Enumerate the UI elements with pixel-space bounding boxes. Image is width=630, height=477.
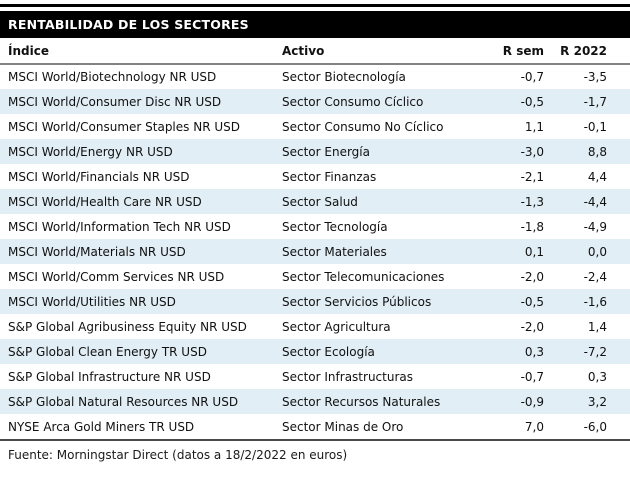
column-header-r-2022: R 2022 [544,38,630,65]
table-row: MSCI World/Energy NR USD Sector Energía … [0,139,630,164]
table-row: MSCI World/Utilities NR USD Sector Servi… [0,289,630,314]
cell-asset: Sector Finanzas [282,169,377,184]
cell-index: MSCI World/Energy NR USD [8,144,173,159]
cell-r-week: -1,8 [520,219,544,234]
cell-r-week: 0,1 [524,244,544,259]
table-row: MSCI World/Health Care NR USD Sector Sal… [0,189,630,214]
cell-r-2022: -6,0 [583,419,607,434]
cell-index: MSCI World/Biotechnology NR USD [8,70,217,84]
top-divider [0,4,630,7]
cell-r-week: -2,0 [520,269,544,284]
table-row: S&P Global Infrastructure NR USD Sector … [0,364,630,389]
cell-r-2022: 3,2 [587,394,607,409]
table-row: S&P Global Natural Resources NR USD Sect… [0,389,630,414]
table-header-row: Índice Activo R sem R 2022 [0,38,630,65]
cell-asset: Sector Agricultura [282,319,391,334]
cell-asset: Sector Telecomunicaciones [282,269,445,284]
cell-asset: Sector Servicios Públicos [282,294,432,309]
table-row: MSCI World/Comm Services NR USD Sector T… [0,264,630,289]
cell-r-2022: 8,8 [587,144,607,159]
cell-r-2022: -4,9 [583,219,607,234]
cell-r-week: 7,0 [524,419,544,434]
source-note: Fuente: Morningstar Direct (datos a 18/2… [8,448,348,462]
table-row: MSCI World/Consumer Disc NR USD Sector C… [0,89,630,114]
cell-asset: Sector Tecnología [282,219,388,234]
cell-r-2022: 0,3 [587,369,607,384]
cell-r-2022: -1,6 [583,294,607,309]
column-header-asset: Activo [282,38,474,65]
cell-index: MSCI World/Consumer Disc NR USD [8,94,222,109]
cell-asset: Sector Minas de Oro [282,419,404,434]
cell-index: S&P Global Agribusiness Equity NR USD [8,319,247,334]
cell-index: NYSE Arca Gold Miners TR USD [8,419,195,434]
sector-returns-table: Índice Activo R sem R 2022 MSCI World/Bi… [0,38,630,439]
cell-r-2022: -2,4 [583,269,607,284]
cell-index: S&P Global Infrastructure NR USD [8,369,211,384]
cell-r-2022: -1,7 [583,94,607,109]
cell-r-2022: 4,4 [587,169,607,184]
column-header-r-week: R sem [474,38,544,65]
table-row: MSCI World/Biotechnology NR USD Sector B… [0,64,630,89]
cell-asset: Sector Consumo Cíclico [282,94,424,109]
cell-r-week: -2,0 [520,319,544,334]
cell-r-2022: 0,0 [587,244,607,259]
cell-index: MSCI World/Consumer Staples NR USD [8,119,240,134]
cell-index: MSCI World/Utilities NR USD [8,294,176,309]
table-row: MSCI World/Financials NR USD Sector Fina… [0,164,630,189]
cell-asset: Sector Salud [282,194,358,209]
cell-r-week: -0,7 [520,369,544,384]
cell-index: MSCI World/Materials NR USD [8,244,186,259]
cell-r-week: -0,7 [520,70,544,84]
cell-index: MSCI World/Financials NR USD [8,169,190,184]
cell-r-2022: 1,4 [587,319,607,334]
bottom-divider [0,439,630,441]
cell-index: S&P Global Natural Resources NR USD [8,394,239,409]
cell-index: MSCI World/Health Care NR USD [8,194,202,209]
cell-r-2022: -4,4 [583,194,607,209]
cell-r-2022: -7,2 [583,344,607,359]
cell-r-2022: -0,1 [583,119,607,134]
cell-r-week: 0,3 [524,344,544,359]
cell-asset: Sector Consumo No Cíclico [282,119,444,134]
table-row: MSCI World/Materials NR USD Sector Mater… [0,239,630,264]
sector-table-body: MSCI World/Biotechnology NR USD Sector B… [0,64,630,439]
column-header-index: Índice [0,38,282,65]
table-row: MSCI World/Consumer Staples NR USD Secto… [0,114,630,139]
cell-r-week: -0,9 [520,394,544,409]
cell-asset: Sector Biotecnología [282,70,406,84]
cell-asset: Sector Recursos Naturales [282,394,441,409]
cell-r-week: 1,1 [524,119,544,134]
cell-r-week: -0,5 [520,94,544,109]
cell-index: MSCI World/Comm Services NR USD [8,269,225,284]
table-row: MSCI World/Information Tech NR USD Secto… [0,214,630,239]
cell-index: S&P Global Clean Energy TR USD [8,344,207,359]
table-row: NYSE Arca Gold Miners TR USD Sector Mina… [0,414,630,439]
cell-r-week: -1,3 [520,194,544,209]
cell-index: MSCI World/Information Tech NR USD [8,219,231,234]
sector-returns-report: RENTABILIDAD DE LOS SECTORES Índice Acti… [0,4,630,477]
cell-asset: Sector Materiales [282,244,387,259]
cell-r-week: -2,1 [520,169,544,184]
cell-asset: Sector Ecología [282,344,375,359]
cell-r-week: -0,5 [520,294,544,309]
cell-r-week: -3,0 [520,144,544,159]
table-row: S&P Global Agribusiness Equity NR USD Se… [0,314,630,339]
report-title: RENTABILIDAD DE LOS SECTORES [0,11,630,38]
cell-asset: Sector Energía [282,144,370,159]
cell-asset: Sector Infrastructuras [282,369,413,384]
table-row: S&P Global Clean Energy TR USD Sector Ec… [0,339,630,364]
cell-r-2022: -3,5 [583,70,607,84]
